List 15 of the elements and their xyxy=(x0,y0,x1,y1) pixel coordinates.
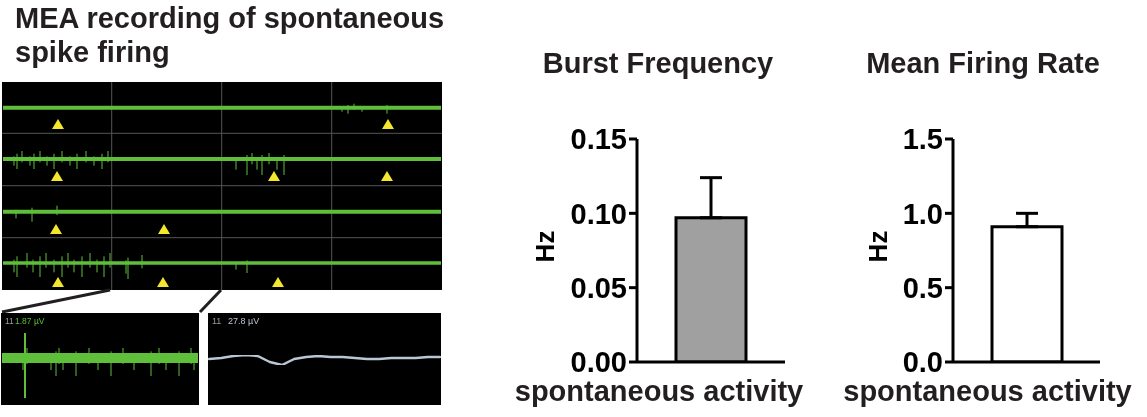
text: 11 xyxy=(5,316,15,326)
y-axis-title: Hz xyxy=(863,230,893,263)
y-tick-label: 1.0 xyxy=(902,197,943,230)
y-tick-label: 1.5 xyxy=(902,123,943,156)
y-tick-label: 0.15 xyxy=(570,123,627,156)
y-tick-label: 0.05 xyxy=(570,271,627,304)
y-tick-label: 0.10 xyxy=(570,197,627,230)
text: 1.87 µV xyxy=(15,316,45,326)
chart-title: Burst Frequency xyxy=(542,47,774,79)
y-axis-title: Hz xyxy=(530,230,560,263)
text: 11 xyxy=(212,316,222,326)
chart-title: Mean Firing Rate xyxy=(866,47,1100,79)
text: 27.8 µV xyxy=(228,316,260,326)
y-tick-label: 0.5 xyxy=(902,271,943,304)
text: MEA recording of spontaneous spike firing xyxy=(15,1,446,69)
